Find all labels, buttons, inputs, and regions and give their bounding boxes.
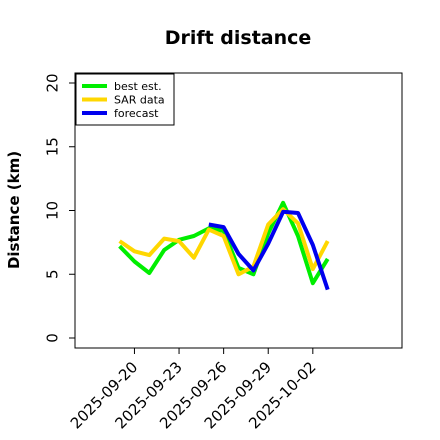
y-axis: 0 5 10 15 20 [43, 73, 76, 343]
legend-label: SAR data [114, 94, 165, 107]
y-tick-label: 10 [43, 201, 61, 220]
series-line-sar-data [118, 207, 330, 277]
chart-title: Drift distance [165, 27, 312, 49]
y-tick-label: 20 [43, 73, 61, 92]
x-axis: 2025-09-202025-09-232025-09-262025-09-29… [67, 347, 320, 432]
y-tick-label: 15 [43, 137, 61, 156]
y-tick-label: 5 [43, 269, 61, 279]
y-tick-label: 0 [43, 333, 61, 343]
series-line-forecast [208, 209, 330, 291]
legend-label: best est. [114, 80, 162, 93]
y-axis-label: Distance (km) [5, 151, 23, 269]
series-lines [118, 200, 330, 291]
legend-label: forecast [114, 107, 159, 120]
